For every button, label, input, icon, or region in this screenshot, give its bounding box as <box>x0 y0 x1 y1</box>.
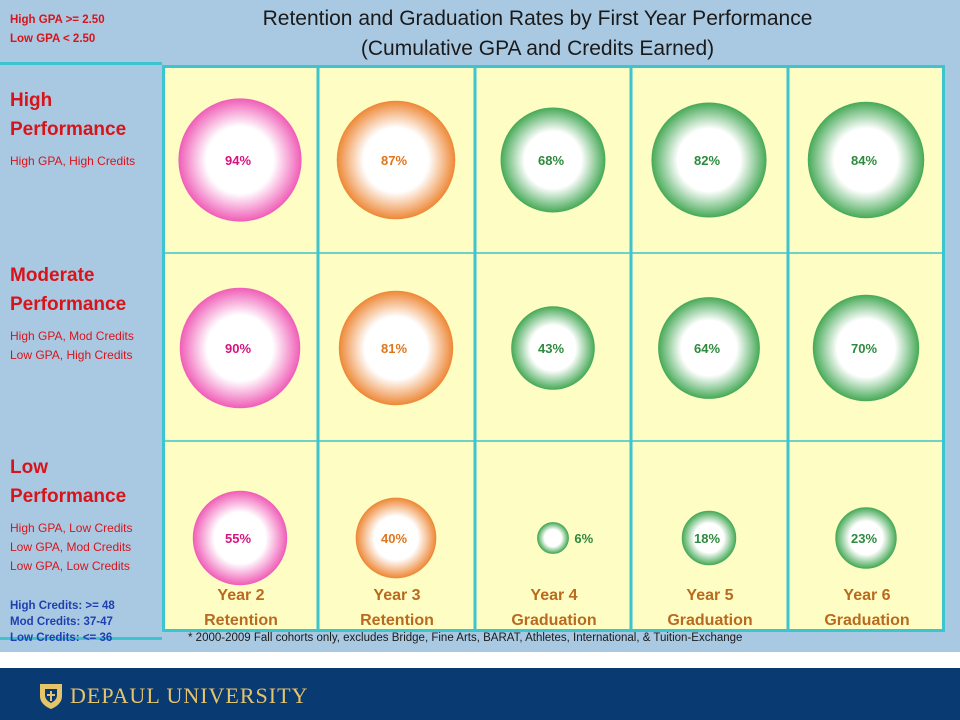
shield-logo-icon <box>40 684 62 709</box>
bubble-label-r1-c0: 90% <box>225 341 251 356</box>
column-label-line2: Graduation <box>667 612 753 629</box>
column-label-line2: Graduation <box>824 612 910 629</box>
row-criteria-item: Low GPA, Low Credits <box>10 559 130 573</box>
university-name: DEPAUL UNIVERSITY <box>70 683 309 708</box>
row-name-low: Low Performance <box>10 453 133 511</box>
credits-legend: High Credits: >= 48 Mod Credits: 37-47 L… <box>10 598 115 646</box>
bubble-r1-c0 <box>179 287 301 409</box>
bubble-label-r0-c4: 84% <box>851 153 877 168</box>
bubble-label-r0-c2: 68% <box>538 153 564 168</box>
credits-legend-high: High Credits: >= 48 <box>10 600 115 612</box>
university-logo: DEPAUL UNIVERSITY <box>38 682 308 710</box>
row-criteria-low: High GPA, Low Credits Low GPA, Mod Credi… <box>10 519 133 576</box>
bubble-r2-c2 <box>537 522 569 554</box>
row-criteria-high: High GPA, High Credits <box>10 152 135 171</box>
bubble-grid: 94% 87% 68% 82% 84% 90% 81% 43% 64% 70% 55% 40% 6% 18… <box>162 65 945 632</box>
bubble-label-r0-c3: 82% <box>694 153 720 168</box>
bubble-r1-c1 <box>338 290 454 406</box>
row-label-moderate: Moderate Performance High GPA, Mod Credi… <box>10 261 134 365</box>
column-label-4: Year 6 Graduation <box>789 583 945 633</box>
row-label-low: Low Performance High GPA, Low Credits Lo… <box>10 453 133 576</box>
bubble-label-r2-c2: 6% <box>574 531 593 546</box>
bubble-label-r1-c2: 43% <box>538 341 564 356</box>
row-criteria-moderate: High GPA, Mod Credits Low GPA, High Cred… <box>10 327 134 365</box>
row-name-high: High Performance <box>10 86 135 144</box>
bubble-r1-c2 <box>511 306 595 390</box>
row-criteria-item: Low GPA, High Credits <box>10 348 133 362</box>
row-name-high-line2: Performance <box>10 119 127 140</box>
chart-title-line2: (Cumulative GPA and Credits Earned) <box>360 37 715 60</box>
bubble-r2-c4 <box>835 507 897 569</box>
bubble-label-r2-c1: 40% <box>381 531 407 546</box>
bubble-r2-c3 <box>681 510 737 566</box>
column-label-line1: Year 5 <box>686 587 734 604</box>
bubble-r0-c3 <box>651 102 767 218</box>
column-label-line1: Year 3 <box>373 587 421 604</box>
footnote: * 2000-2009 Fall cohorts only, excludes … <box>188 632 743 644</box>
row-name-low-line1: Low <box>10 457 48 478</box>
row-criteria-item: High GPA, High Credits <box>10 154 136 168</box>
row-criteria-item: High GPA, Mod Credits <box>10 329 134 343</box>
row-criteria-item: Low GPA, Mod Credits <box>10 540 132 554</box>
bubble-r0-c1 <box>336 100 456 220</box>
row-label-high: High Performance High GPA, High Credits <box>10 86 135 171</box>
bubble-label-r1-c4: 70% <box>851 341 877 356</box>
column-label-0: Year 2 Retention <box>163 583 319 633</box>
column-label-line2: Retention <box>204 612 278 629</box>
grid-border <box>162 65 945 632</box>
footer-divider <box>0 652 960 668</box>
column-label-3: Year 5 Graduation <box>632 583 788 633</box>
bubble-label-r2-c4: 23% <box>851 531 877 546</box>
row-labels-panel <box>0 62 162 640</box>
bubble-label-r0-c1: 87% <box>381 153 407 168</box>
bubble-r0-c4 <box>807 101 925 219</box>
chart-title-line1: Retention and Graduation Rates by First … <box>262 7 813 30</box>
bubble-label-r1-c3: 64% <box>694 341 720 356</box>
column-label-2: Year 4 Graduation <box>476 583 632 633</box>
bubble-label-r2-c0: 55% <box>225 531 251 546</box>
column-label-line2: Graduation <box>511 612 597 629</box>
bubble-label-r0-c0: 94% <box>225 153 251 168</box>
column-label-line2: Retention <box>360 612 434 629</box>
bubble-label-r2-c3: 18% <box>694 531 720 546</box>
footer-bar <box>0 668 960 720</box>
row-criteria-item: High GPA, Low Credits <box>10 521 133 535</box>
bubble-r2-c1 <box>355 497 437 579</box>
gpa-legend: High GPA >= 2.50 Low GPA < 2.50 <box>10 11 105 49</box>
credits-legend-low: Low Credits: <= 36 <box>10 632 113 644</box>
bubble-r0-c0 <box>178 98 302 222</box>
bubble-label-r1-c1: 81% <box>381 341 407 356</box>
bubble-r1-c3 <box>658 297 760 399</box>
row-name-low-line2: Performance <box>10 486 127 507</box>
row-name-high-line1: High <box>10 90 53 111</box>
bubble-r1-c4 <box>812 294 920 402</box>
column-label-line1: Year 2 <box>217 587 265 604</box>
gpa-legend-low: Low GPA < 2.50 <box>10 33 96 45</box>
column-label-1: Year 3 Retention <box>319 583 475 633</box>
column-label-line1: Year 6 <box>843 587 891 604</box>
gpa-legend-high: High GPA >= 2.50 <box>10 14 105 26</box>
bubble-r0-c2 <box>500 107 606 213</box>
row-name-moderate-line2: Performance <box>10 294 127 315</box>
row-name-moderate-line1: Moderate <box>10 265 95 286</box>
column-label-line1: Year 4 <box>530 587 578 604</box>
bubble-chart-svg: 94% 87% 68% 82% 84% 90% 81% 43% 64% 70% 55% 40% 6% 18… <box>162 65 945 632</box>
chart-title: Retention and Graduation Rates by First … <box>160 4 915 64</box>
bubble-r2-c0 <box>192 490 288 586</box>
credits-legend-mod: Mod Credits: 37-47 <box>10 616 113 628</box>
row-name-moderate: Moderate Performance <box>10 261 134 319</box>
